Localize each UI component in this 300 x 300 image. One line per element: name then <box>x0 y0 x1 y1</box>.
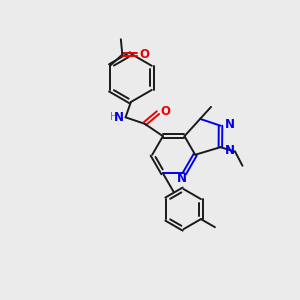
Text: N: N <box>114 111 124 124</box>
Text: H: H <box>110 112 117 122</box>
Text: O: O <box>139 48 149 61</box>
Text: N: N <box>177 172 187 185</box>
Text: N: N <box>225 118 235 131</box>
Text: O: O <box>160 105 170 118</box>
Text: N: N <box>224 144 235 157</box>
